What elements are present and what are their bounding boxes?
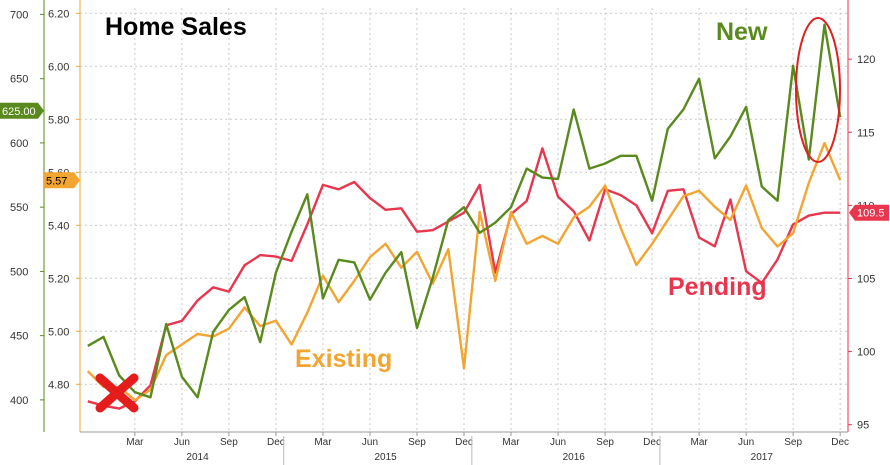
left-outer-tick-label: 600 — [10, 138, 28, 150]
x-tick-label: Mar — [126, 437, 144, 448]
left-inner-tick-label: 4.80 — [48, 379, 69, 391]
series-layer — [86, 23, 842, 410]
x-tick-label: Dec — [831, 437, 849, 448]
left-outer-tick-label: 400 — [10, 395, 28, 407]
right-tick-label: 115 — [857, 127, 875, 139]
x-tick-label: Sep — [220, 437, 238, 448]
x-tick-label: Sep — [596, 437, 614, 448]
series-label-new: New — [716, 18, 768, 46]
chart-title: Home Sales — [105, 13, 247, 41]
series-line-existing — [86, 141, 842, 402]
left-inner-tick-label: 5.00 — [48, 326, 69, 338]
x-year-label: 2014 — [186, 452, 209, 463]
x-year-label: 2016 — [563, 452, 586, 463]
x-tick-label: Jun — [738, 437, 754, 448]
x-tick-label: Sep — [784, 437, 802, 448]
highlight-ellipse — [795, 17, 841, 163]
left-inner-tick-label: 6.20 — [48, 8, 69, 20]
left-outer-tick-label: 500 — [10, 266, 28, 278]
right-tick-label: 120 — [857, 54, 875, 66]
left-inner-tick-label: 5.80 — [48, 114, 69, 126]
x-tick-label: Jun — [174, 437, 190, 448]
badge-pending: 109.5 — [857, 208, 885, 220]
left-outer-tick-label: 700 — [10, 9, 28, 21]
series-label-existing: Existing — [295, 345, 392, 373]
right-tick-label: 105 — [857, 273, 875, 285]
x-year-label: 2015 — [375, 452, 398, 463]
right-tick-label: 100 — [857, 347, 875, 359]
last-value-badges: 625.00 5.57 109.5 — [0, 102, 889, 221]
x-tick-label: Dec — [267, 437, 285, 448]
left-outer-axis: 400 450 500 550 600 650 700 — [10, 9, 44, 407]
annotations: Home Sales New Existing Pending — [95, 13, 841, 413]
x-year-label: 2017 — [751, 452, 774, 463]
x-tick-label: Jun — [362, 437, 378, 448]
x-tick-label: Mar — [690, 437, 708, 448]
right-axis: 95100105110115120 — [848, 54, 875, 432]
left-outer-tick-label: 650 — [10, 74, 28, 86]
cross-mark-icon — [95, 373, 139, 413]
left-inner-axis: 4.805.005.205.405.605.806.006.20 — [48, 8, 80, 391]
left-outer-tick-label: 450 — [10, 331, 28, 343]
x-tick-label: Dec — [455, 437, 473, 448]
left-inner-tick-label: 5.40 — [48, 220, 69, 232]
x-tick-label: Dec — [643, 437, 661, 448]
badge-new-shape — [0, 102, 44, 119]
series-label-pending: Pending — [668, 273, 767, 301]
x-tick-label: Sep — [408, 437, 426, 448]
left-outer-tick-label: 550 — [10, 202, 28, 214]
badge-existing-shape — [44, 172, 80, 189]
x-tick-label: Mar — [314, 437, 332, 448]
badge-pending-shape — [849, 204, 889, 221]
grid-lines — [43, 0, 849, 433]
left-inner-tick-label: 6.00 — [48, 61, 69, 73]
left-inner-tick-label: 5.20 — [48, 273, 69, 285]
x-axis: Mar Jun Sep Dec Mar Jun Sep Dec Mar Jun Sep Dec Mar J… — [126, 432, 849, 465]
badge-new: 625.00 — [2, 106, 36, 118]
series-line-new — [87, 23, 842, 399]
series-line-pending — [87, 147, 841, 410]
badge-existing: 5.57 — [46, 175, 67, 187]
x-tick-label: Mar — [502, 437, 520, 448]
x-tick-label: Jun — [550, 437, 566, 448]
right-tick-label: 95 — [857, 420, 869, 432]
